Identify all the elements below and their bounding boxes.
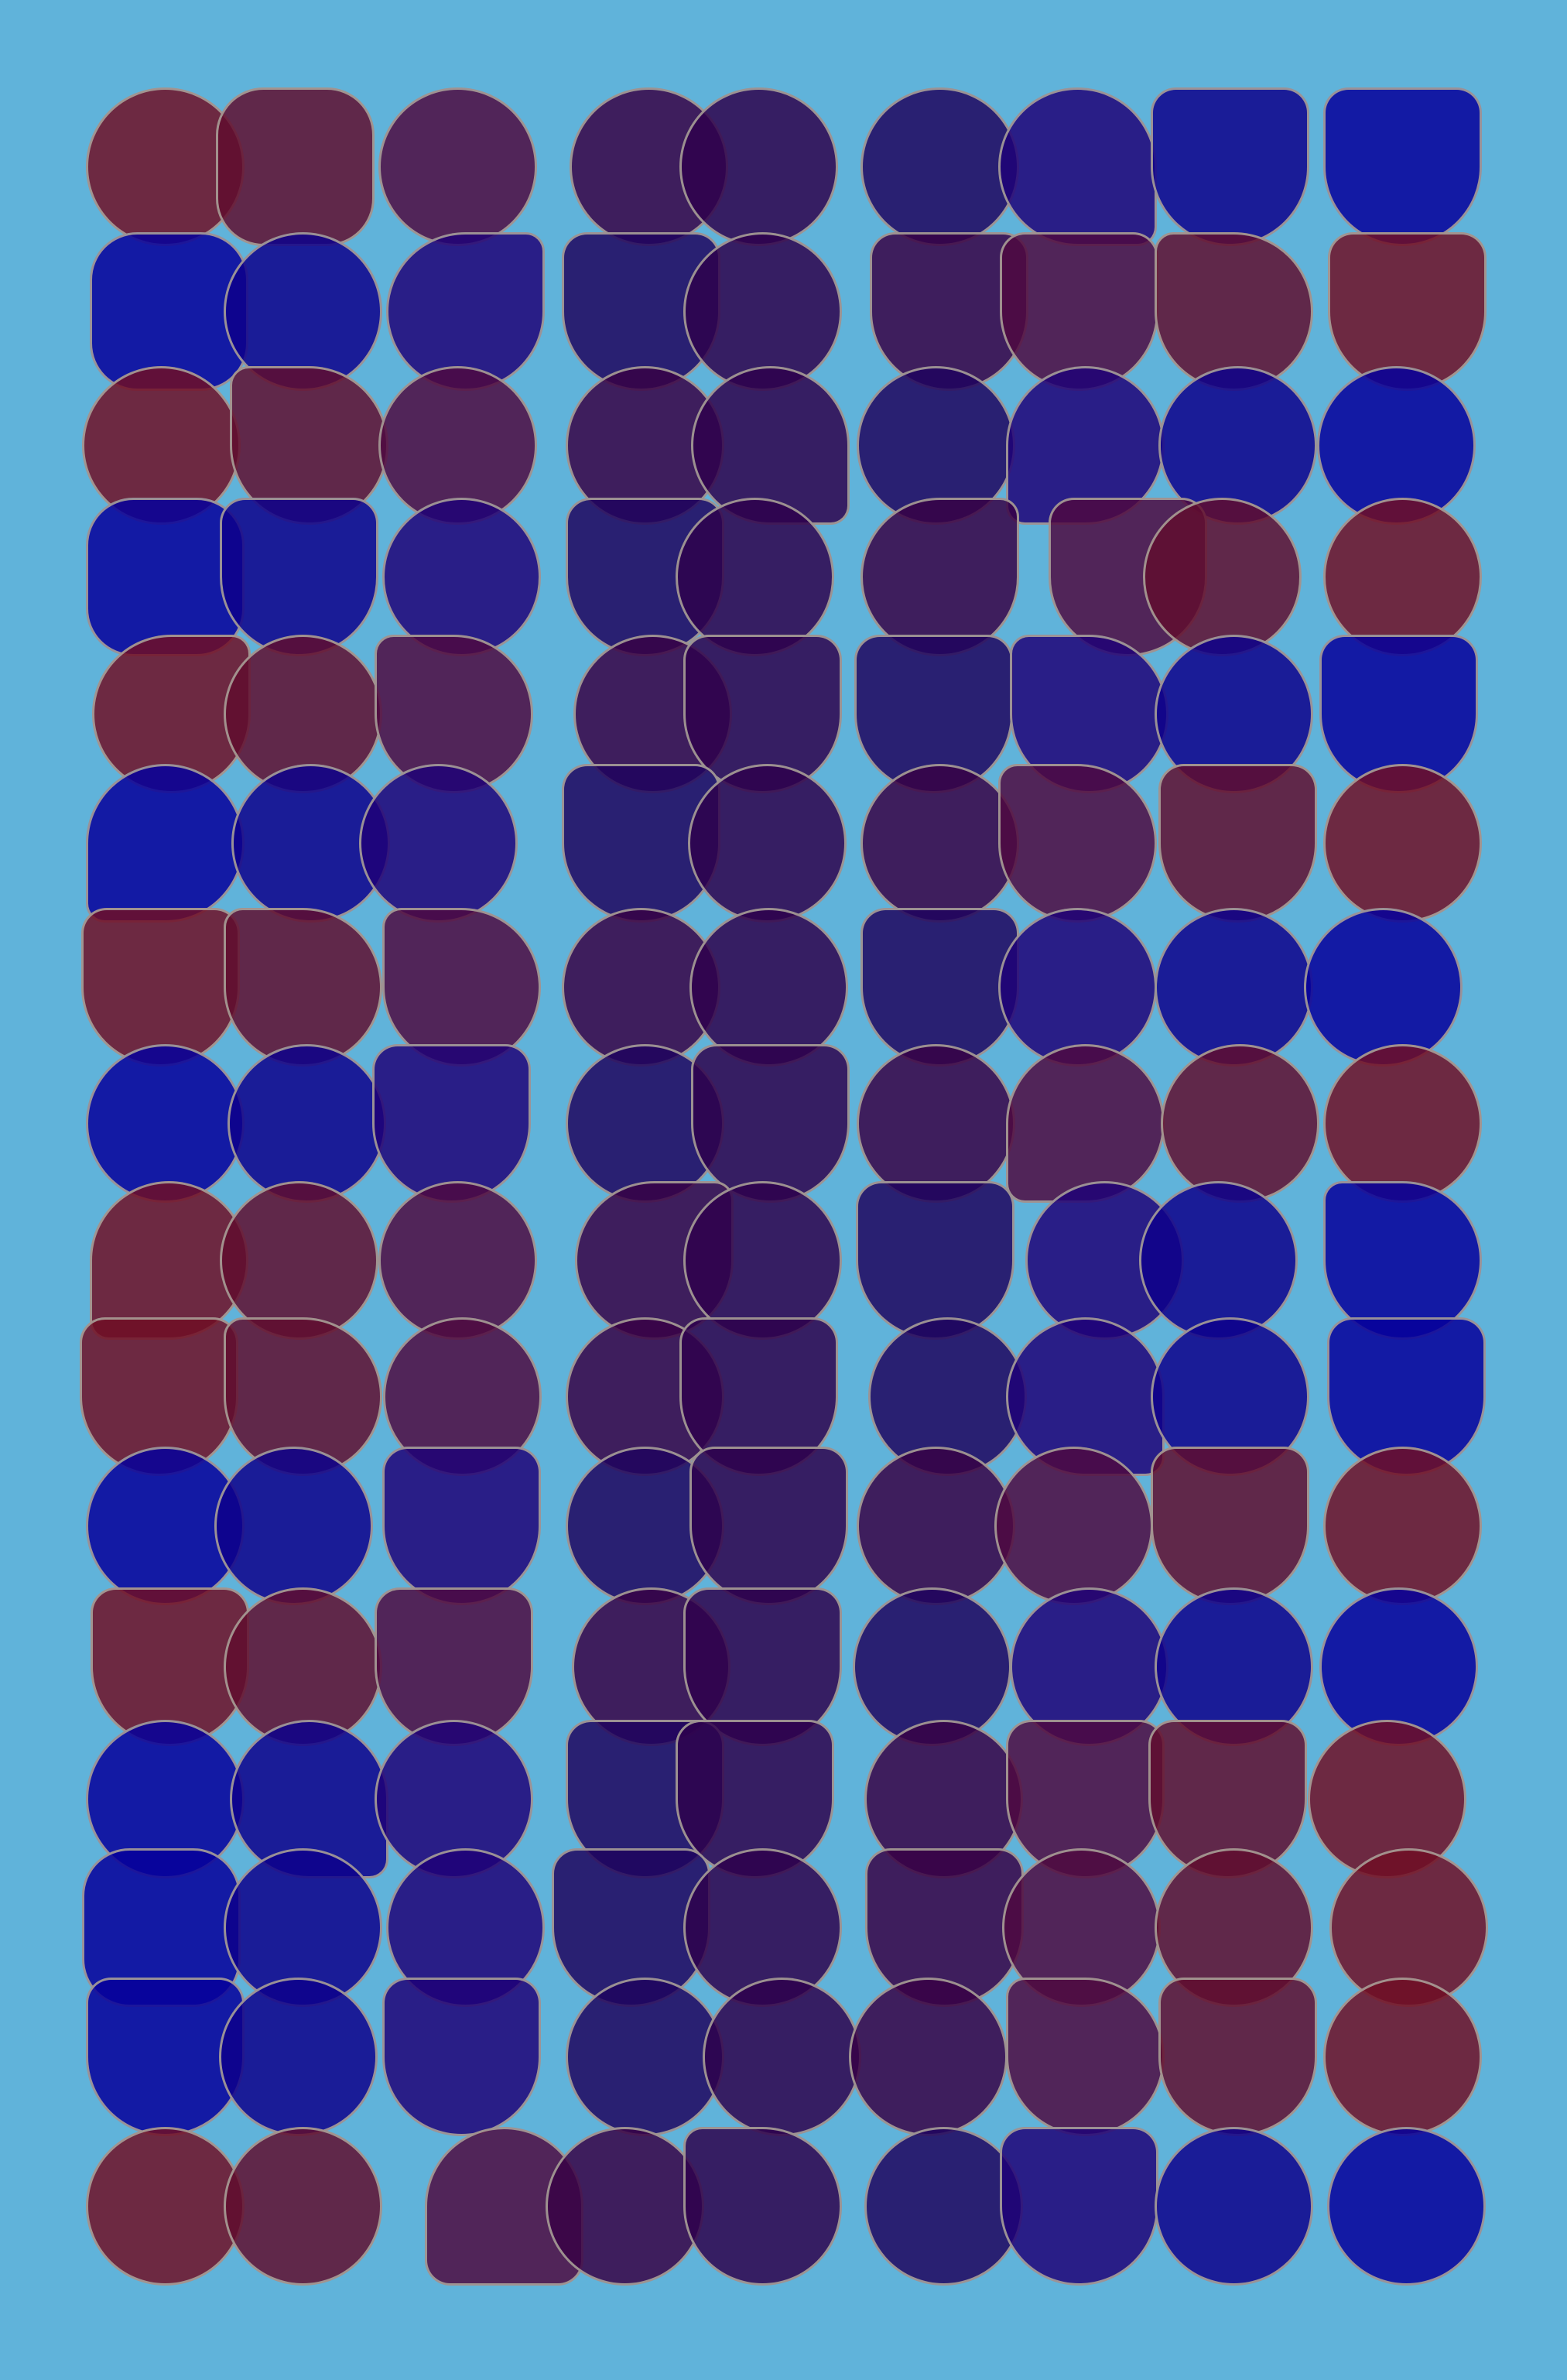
blob-shape [227,1043,386,1203]
blob-shape [855,1180,1014,1340]
blob-shape [545,2126,704,2286]
blob-shape [358,763,518,923]
blob-shape [219,497,378,656]
blob-shape [215,87,375,246]
blob-shape [1158,763,1317,923]
blob-shape [374,1719,533,1878]
blob-shape [1005,1977,1165,2136]
blob-shape [80,907,240,1067]
blob-shape [702,1977,861,2136]
blob-shape [214,1446,373,1605]
blob-shape [1322,497,1482,656]
blob-shape [85,2126,245,2286]
blob-shape [385,231,545,391]
blob-shape [997,763,1157,923]
blob-shape [999,2126,1158,2286]
blob-shape [1322,1446,1482,1605]
blob-shape [371,1043,531,1203]
blob-shape [687,763,847,923]
blob-shape [565,1977,724,2136]
blob-shape [860,907,1019,1067]
blob-shape [85,763,245,923]
blob-shape [675,497,834,656]
blob-shape [1319,1587,1478,1746]
blob-shape [1303,907,1463,1067]
blob-shape [860,87,1019,246]
blob-shape [223,2126,382,2286]
blob-shape [1154,907,1313,1067]
blob-shape [381,907,541,1067]
blob-shape [1322,1180,1482,1340]
blob-shape [1005,1043,1165,1203]
blob-shape [1322,763,1482,923]
blob-shape [683,2126,842,2286]
blob-shape [683,1587,842,1746]
blob-shape [378,87,537,246]
blob-shape [860,763,1019,923]
blob-shape [1154,1587,1313,1746]
blob-shape [1326,2126,1486,2286]
blob-shape [223,231,382,391]
blob-shape [1158,1977,1317,2136]
blob-shape [561,763,720,923]
blob-shape [683,1180,842,1340]
blob-shape [856,1043,1015,1203]
blob-shape [683,231,842,391]
blob-shape [1160,1043,1319,1203]
blob-shape [848,1977,1008,2136]
blob-shape [1322,1977,1482,2136]
blob-shape [689,907,848,1067]
blob-shape [997,87,1157,246]
blob-shape [381,497,541,656]
blob-shape [856,1446,1015,1605]
blob-shape [381,1446,541,1605]
blob-shape [378,1180,537,1340]
blob-shape [85,1043,245,1203]
blob-shape [1154,231,1313,391]
blob-shape [1138,1180,1298,1340]
blob-shape [689,1446,848,1605]
blob-shape [374,1587,533,1746]
blob-shape [1142,497,1302,656]
blob-shape [994,1446,1153,1605]
blob-shape [690,365,850,525]
blob-shape [1154,2126,1313,2286]
blob-shape [1150,87,1309,246]
blob-shape [860,497,1019,656]
blob-shape [690,1043,850,1203]
blob-shape [1327,231,1487,391]
blob-shape [1009,1587,1168,1746]
blob-shape [218,1977,378,2136]
blob-shape [1322,1043,1482,1203]
blob-shape [223,907,382,1067]
blob-shape [864,2126,1023,2286]
blob-shape [999,231,1158,391]
blob-shape [1322,87,1482,246]
blob-shape [1150,1446,1309,1605]
blob-shape [679,87,838,246]
blob-shape [219,1180,378,1340]
blob-shape [997,907,1157,1067]
blob-shape [381,1977,541,2136]
